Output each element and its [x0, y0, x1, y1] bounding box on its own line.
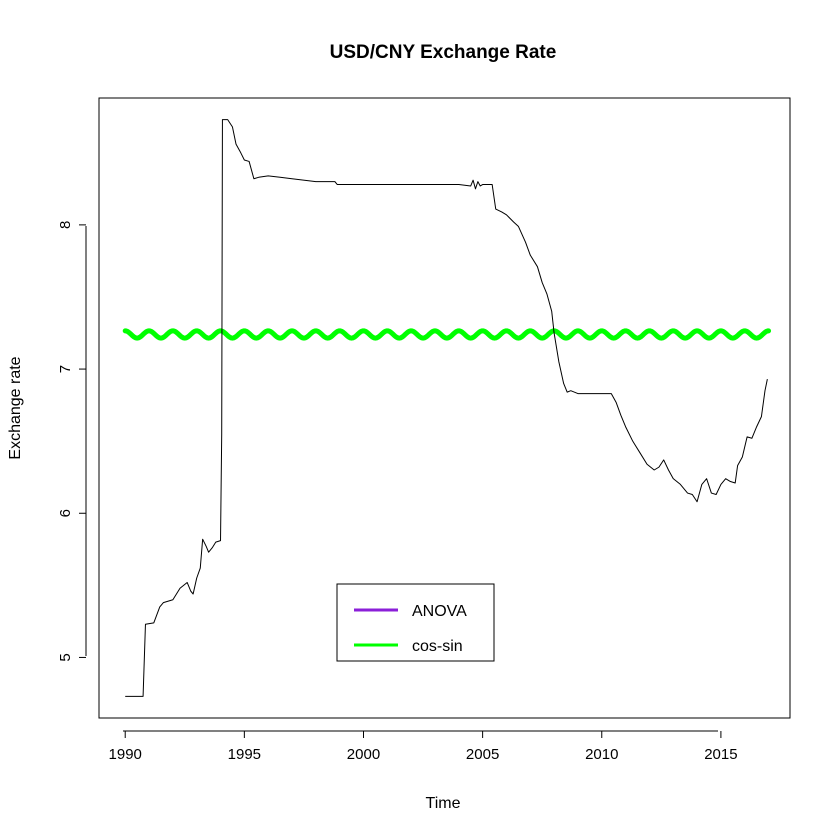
- series-line-cos-sin: [122, 328, 772, 341]
- x-axis-label: Time: [426, 795, 461, 812]
- legend: ANOVA cos-sin: [336, 583, 495, 662]
- legend-box: [336, 583, 495, 662]
- y-tick-label-7: 7: [57, 365, 74, 373]
- y-axis-label: Exchange rate: [7, 356, 24, 459]
- plot-frame: [98, 97, 791, 719]
- x-tick-label-2005: 2005: [466, 746, 499, 763]
- legend-label-cos-sin: cos-sin: [412, 638, 463, 655]
- plot-area: [122, 119, 772, 697]
- x-tick-label-1990: 1990: [109, 746, 142, 763]
- y-tick-label-6: 6: [57, 509, 74, 517]
- y-axis: 5 6 7 8: [57, 221, 87, 662]
- y-tick-label-5: 5: [57, 653, 74, 661]
- x-tick-label-2015: 2015: [704, 746, 737, 763]
- series-line-exchange-rate: [125, 119, 768, 697]
- y-tick-label-8: 8: [57, 221, 74, 229]
- x-tick-label-2010: 2010: [585, 746, 618, 763]
- x-tick-label-2000: 2000: [347, 746, 380, 763]
- x-axis: 1990 1995 2000 2005 2010 2015: [109, 730, 738, 763]
- legend-label-anova: ANOVA: [412, 603, 467, 620]
- chart-title: USD/CNY Exchange Rate: [330, 42, 557, 63]
- x-tick-label-1995: 1995: [228, 746, 261, 763]
